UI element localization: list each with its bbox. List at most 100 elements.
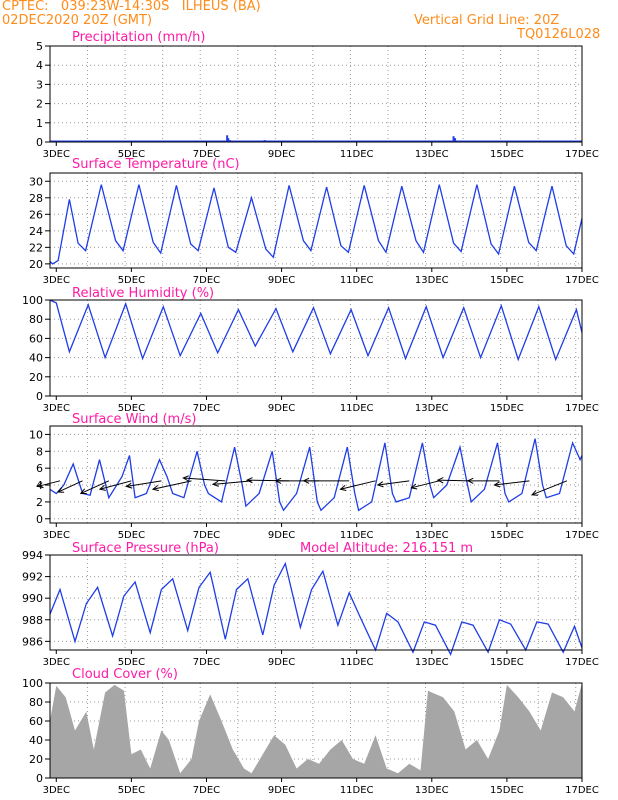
wind-vector-head	[211, 480, 219, 487]
header-grid-info: Vertical Grid Line: 20Z	[414, 13, 560, 28]
wind-vector-head	[530, 490, 539, 496]
x-tick-label: 17DEC	[565, 403, 599, 414]
precip-bar	[227, 138, 230, 142]
wind-vector	[152, 480, 192, 490]
x-tick-label: 7DEC	[193, 403, 220, 414]
y-tick-label: 60	[29, 715, 43, 728]
panel-title: Surface Pressure (hPa)	[72, 541, 219, 556]
series-line	[49, 184, 583, 265]
x-tick-label: 5DEC	[118, 149, 145, 160]
x-tick-label: 11DEC	[340, 657, 374, 668]
wind-vector-head	[274, 477, 282, 484]
wind-vector	[411, 480, 440, 489]
panel-title: Surface Wind (m/s)	[72, 412, 196, 427]
precip-bar	[454, 138, 457, 142]
wind-vector-head	[410, 483, 418, 490]
panel-title: Precipitation (mm/h)	[72, 30, 205, 45]
wind-vector	[531, 480, 568, 496]
panel-frame	[49, 554, 583, 651]
wind-vector	[494, 480, 530, 486]
x-tick-label: 17DEC	[565, 530, 599, 541]
x-tick-label: 3DEC	[43, 403, 70, 414]
wind-vector-head	[151, 485, 159, 492]
x-tick-label: 13DEC	[415, 657, 449, 668]
x-tick-label: 7DEC	[193, 149, 220, 160]
y-tick-label: 40	[29, 352, 43, 365]
wind-vector-head	[245, 477, 253, 484]
x-tick-label: 7DEC	[193, 785, 220, 796]
header-model-id: TQ0126L028	[517, 27, 601, 42]
y-tick-label: 994	[22, 549, 43, 562]
y-tick-label: 28	[29, 192, 43, 205]
y-tick-label: 8	[36, 445, 43, 458]
wind-vector	[340, 480, 376, 490]
x-tick-label: 17DEC	[565, 785, 599, 796]
x-tick-label: 7DEC	[193, 275, 220, 286]
panel-frame	[49, 682, 583, 779]
precip-bar	[452, 136, 455, 142]
x-tick-label: 3DEC	[43, 530, 70, 541]
x-tick-label: 15DEC	[490, 149, 524, 160]
x-tick-label: 13DEC	[415, 275, 449, 286]
x-tick-label: 13DEC	[415, 403, 449, 414]
y-tick-label: 40	[29, 734, 43, 747]
wind-vector-head	[79, 488, 87, 495]
y-tick-label: 100	[22, 294, 43, 307]
y-tick-label: 60	[29, 332, 43, 345]
panel-1: Precipitation (mm/h) 0 1 2 3 4 5 3DEC 5DEC 7DEC 9D…	[36, 30, 599, 160]
y-tick-label: 4	[36, 479, 43, 492]
y-tick-label: 0	[36, 136, 43, 149]
x-tick-label: 7DEC	[193, 530, 220, 541]
x-tick-label: 3DEC	[43, 785, 70, 796]
wind-vector	[37, 480, 61, 487]
x-tick-label: 11DEC	[340, 149, 374, 160]
x-tick-label: 15DEC	[490, 403, 524, 414]
y-tick-label: 20	[29, 371, 43, 384]
wind-vector	[126, 480, 162, 487]
x-tick-label: 13DEC	[415, 785, 449, 796]
x-tick-label: 9DEC	[268, 275, 295, 286]
wind-vector	[99, 480, 132, 490]
x-tick-label: 3DEC	[43, 275, 70, 286]
wind-vector-head	[339, 485, 347, 491]
panel-5: Surface Pressure (hPa) Model Altitude: 21…	[22, 541, 599, 668]
y-tick-label: 100	[22, 677, 43, 690]
panel-title: Surface Temperature (nC)	[72, 157, 240, 172]
x-tick-label: 9DEC	[268, 530, 295, 541]
y-tick-label: 986	[22, 635, 43, 648]
x-tick-label: 15DEC	[490, 530, 524, 541]
x-tick-label: 15DEC	[490, 275, 524, 286]
x-tick-label: 11DEC	[340, 785, 374, 796]
panel-frame	[49, 425, 583, 524]
y-tick-label: 988	[22, 614, 43, 627]
header-datetime: 02DEC2020 20Z (GMT)	[2, 13, 153, 28]
y-tick-label: 992	[22, 571, 43, 584]
wind-vector	[80, 480, 110, 494]
series-line	[49, 561, 583, 656]
y-tick-label: 0	[36, 513, 43, 526]
precip-bar	[226, 135, 229, 142]
x-tick-label: 9DEC	[268, 785, 295, 796]
panel-4: Surface Wind (m/s) 0 2 4 6 8 10 3DEC 5DEC 7DEC 9DE…	[29, 412, 599, 541]
y-tick-label: 3	[36, 78, 43, 91]
wind-vector-head	[302, 477, 310, 484]
y-tick-label: 24	[29, 225, 43, 238]
panel-6: Cloud Cover (%) 0 20 40 60 80 100 3DEC 5DEC 7DEC 9…	[22, 667, 599, 796]
wind-vector-head	[376, 481, 384, 488]
y-tick-label: 990	[22, 592, 43, 605]
x-tick-label: 3DEC	[43, 657, 70, 668]
x-tick-label: 13DEC	[415, 530, 449, 541]
y-tick-label: 26	[29, 208, 43, 221]
x-tick-label: 5DEC	[118, 785, 145, 796]
panel-frame	[49, 299, 583, 397]
x-tick-label: 15DEC	[490, 657, 524, 668]
x-tick-label: 17DEC	[565, 657, 599, 668]
x-tick-label: 11DEC	[340, 530, 374, 541]
wind-vector-head	[493, 481, 501, 488]
wind-vector-head	[466, 477, 474, 484]
series-line	[49, 438, 583, 512]
x-tick-label: 3DEC	[43, 149, 70, 160]
x-tick-label: 9DEC	[268, 657, 295, 668]
panel-2: Surface Temperature (nC) 20 22 24 26 28 30 3DEC…	[29, 157, 599, 286]
y-tick-label: 20	[29, 753, 43, 766]
